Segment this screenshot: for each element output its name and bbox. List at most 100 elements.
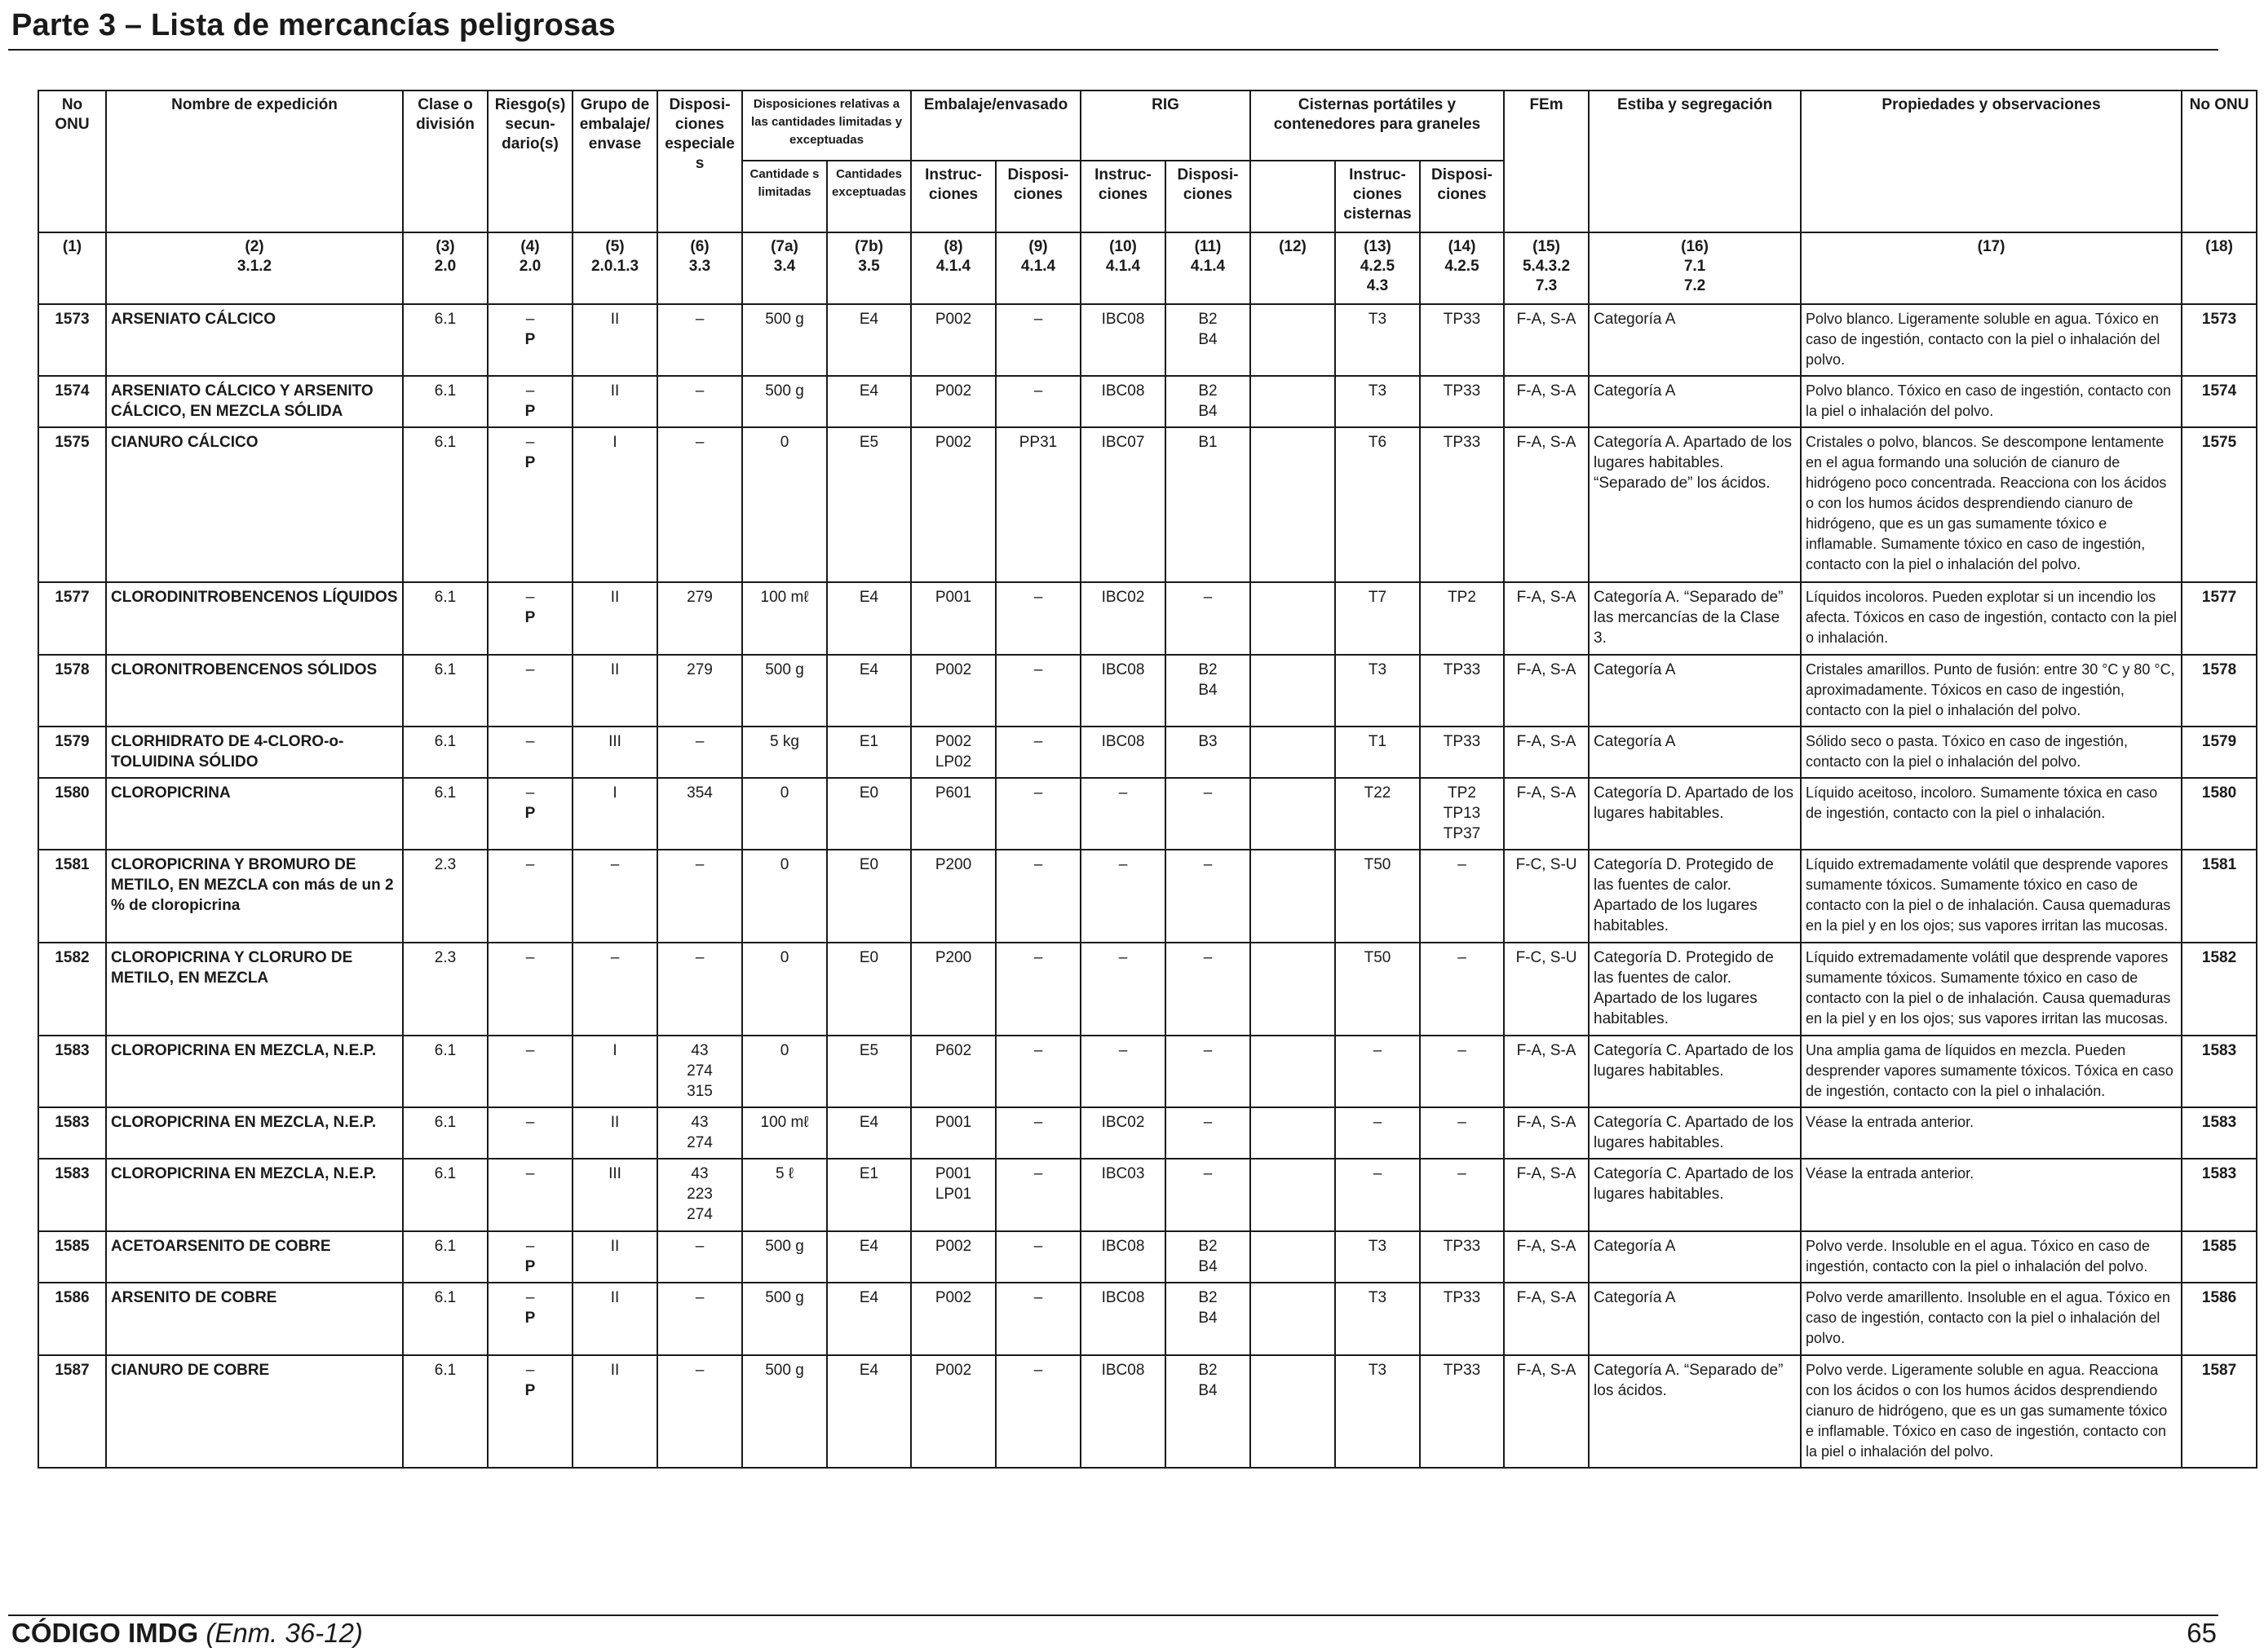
cell-packing-provision: – [995,1354,1081,1469]
cell-properties: Polvo verde. Insoluble en el agua. Tóxic… [1800,1230,2183,1283]
dangerous-goods-table: No ONU Nombre de expedición Clase o divi… [38,90,2258,1469]
header-un-number: No ONU [38,90,107,233]
cell-packing-provision: – [995,849,1081,943]
cell-col12 [1249,849,1336,943]
cell-packing-provision: – [995,1282,1081,1356]
cell-ibc-instruction: IBC08 [1080,1282,1166,1356]
cell-special-provisions: – [657,726,743,779]
cell-special-provisions-line: – [695,1362,705,1379]
cell-properties: Cristales amarillos. Punto de fusión: en… [1800,654,2183,727]
header-packing-instructions: Instruc-ciones [910,160,997,233]
header-shipping-name: Nombre de expedición [105,90,404,233]
cell-subsidiary-risk-line: P [524,1258,536,1275]
cell-shipping-name: CLORONITROBENCENOS SÓLIDOS [105,654,404,727]
cell-packing-group: II [572,581,658,656]
page-number: 65 [2187,1618,2217,1648]
cell-special-provisions: – [657,942,743,1036]
cell-packing-group: II [572,1354,658,1469]
cell-shipping-name-part: CLORONITROBENCENOS SÓLIDOS [111,661,378,678]
header-limited-excepted: Disposiciones relativas a las cantidades… [741,90,912,161]
reference-line: (15) [1532,238,1560,255]
cell-special-provisions-line: 315 [687,1083,713,1100]
cell-tank-instruction: T22 [1334,777,1421,850]
cell-ibc-provision: B2 B4 [1165,1230,1251,1283]
reference-cell: (13) 4.2.5 4.3 [1334,232,1421,305]
cell-ibc-provision-line: – [1203,1165,1213,1182]
reference-cell: (18) [2181,232,2258,305]
cell-special-provisions: 43 274 315 [657,1035,743,1108]
cell-class: 6.1 [402,1035,489,1108]
cell-packing-group: II [572,1230,658,1283]
cell-shipping-name-part: CLOROPICRINA Y CLORURO DE METILO, EN MEZ… [111,949,353,987]
cell-special-provisions-line: – [695,856,705,873]
cell-subsidiary-risk-line: P [524,454,536,471]
cell-subsidiary-risk: – P [487,777,573,850]
cell-subsidiary-risk-line: – [525,1238,535,1255]
cell-subsidiary-risk: – [487,849,573,943]
cell-packing-instruction-line: P002 [935,1238,972,1255]
reference-line: (7a) [771,238,798,255]
cell-excepted-quantity: E0 [826,849,912,943]
header-special-provisions: Disposi-ciones especiales [657,90,743,233]
reference-cell: (6) 3.3 [657,232,743,305]
table-row: 1575 CIANURO CÁLCICO 6.1– P I –0 E5 P002 PP31 IBC… [38,426,2258,583]
cell-tank-provision-line: TP2 [1448,784,1476,802]
cell-subsidiary-risk-line: P [524,403,536,420]
cell-shipping-name: ARSENIATO CÁLCICO Y ARSENITO CÁLCICO, EN… [105,375,404,428]
cell-subsidiary-risk-line: – [525,1362,535,1379]
cell-tank-provision-line: – [1457,856,1466,873]
cell-col12 [1249,654,1336,727]
reference-line: 3.4 [773,258,796,275]
cell-shipping-name: CLOROPICRINA Y BROMURO DE METILO, EN MEZ… [105,849,404,943]
cell-packing-instruction: P001 [910,581,997,656]
cell-un-number: 1583 [38,1106,107,1159]
cell-subsidiary-risk-line: – [525,1289,535,1306]
cell-ibc-provision: – [1165,777,1251,850]
reference-line: 3.5 [858,258,880,275]
cell-packing-instruction: P002 [910,375,997,428]
reference-line: (2) [245,238,264,255]
cell-un-number-right: 1583 [2181,1158,2258,1232]
reference-cell: (8) 4.1.4 [910,232,997,305]
cell-subsidiary-risk-line: P [524,1310,536,1327]
cell-ems: F-A, S-A [1503,1035,1590,1108]
cell-ibc-provision-line: – [1203,856,1213,873]
cell-ibc-instruction: IBC08 [1080,726,1166,779]
cell-ibc-instruction: – [1080,942,1166,1036]
cell-tank-provision-line: TP33 [1443,733,1481,750]
cell-ibc-provision-line: – [1203,589,1213,606]
cell-packing-group: II [572,303,658,377]
cell-packing-instruction-line: LP01 [935,1186,972,1203]
cell-shipping-name-part: ARSENITO DE COBRE [111,1289,277,1306]
cell-ibc-provision: B2 B4 [1165,1354,1251,1469]
cell-tank-provision-line: TP33 [1443,1289,1481,1306]
cell-limited-quantity: 500 g [741,654,828,727]
cell-packing-provision: – [995,1106,1081,1159]
cell-tank-provision-line: TP33 [1443,434,1481,451]
cell-packing-group: I [572,777,658,850]
title-rule [8,49,2218,51]
cell-ems: F-A, S-A [1503,1158,1590,1232]
cell-class: 2.3 [402,942,489,1036]
footer-code-label: CÓDIGO IMDG [11,1618,199,1648]
reference-line: 4.2.5 [1360,258,1395,275]
reference-line: (5) [605,238,625,255]
cell-packing-instruction-line: P602 [935,1042,972,1059]
cell-packing-instruction-line: P002 [935,661,972,678]
cell-packing-provision: – [995,726,1081,779]
reference-line: (4) [520,238,540,255]
cell-packing-instruction-line: P002 [935,382,972,400]
cell-special-provisions-line: – [695,949,705,966]
cell-properties: Cristales o polvo, blancos. Se descompon… [1800,426,2183,583]
cell-shipping-name-part: CLORHIDRATO DE 4-CLORO-o-TOLUIDINA SÓLID… [111,733,344,771]
cell-ibc-provision: – [1165,1035,1251,1108]
cell-col12 [1249,1106,1336,1159]
cell-stowage: Categoría A [1588,303,1802,377]
cell-special-provisions-line: 279 [687,589,713,606]
cell-stowage: Categoría D. Apartado de los lugares hab… [1588,777,1802,850]
cell-un-number-right: 1573 [2181,303,2258,377]
cell-excepted-quantity: E4 [826,1354,912,1469]
header-tank-instructions: Instruc-ciones cisternas [1334,160,1421,233]
cell-excepted-quantity: E4 [826,303,912,377]
table-row: 1579 CLORHIDRATO DE 4-CLORO-o-TOLUIDINA S… [38,726,2258,779]
